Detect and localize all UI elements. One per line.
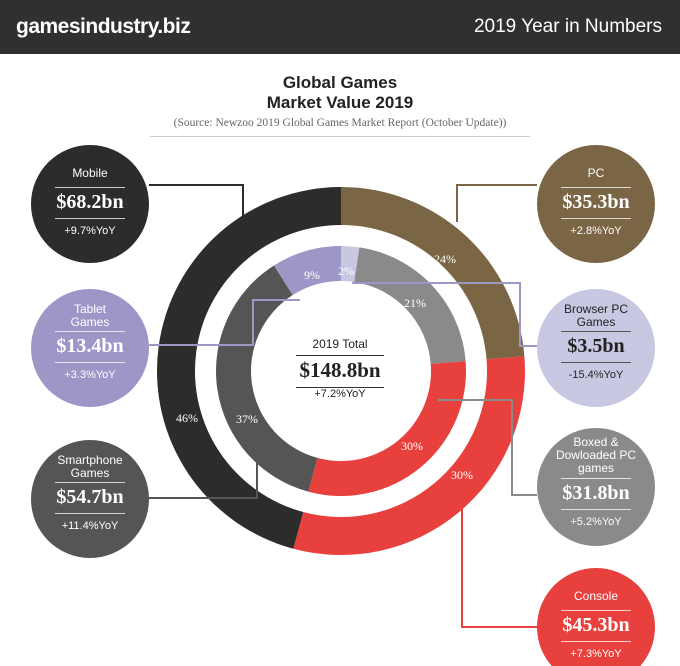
outer-slice-console [293,356,525,555]
bubble-pc-value: $35.3bn [562,191,630,213]
bubble-smartphone-yoy: +11.4%YoY [61,520,119,532]
header-title: 2019 Year in Numbers [473,16,662,37]
bubble-pc: PC $35.3bn +2.8%YoY [537,145,655,263]
pct-label-mobile: 46% [176,411,198,425]
connector-lines [149,184,537,628]
bubble-mobile: Mobile $68.2bn +9.7%YoY [31,145,149,263]
pct-label-tablet: 9% [304,268,320,282]
source-divider [150,136,530,137]
connector-tablet [149,299,300,346]
inner-ring [216,246,466,496]
bubble-browser-yoy: -15.4%YoY [568,369,624,381]
bubble-smartphone-name: Smartphone Games [57,453,123,480]
bubble-tablet-yoy: +3.3%YoY [64,369,116,381]
bubble-browser: Browser PC Games $3.5bn -15.4%YoY [537,289,655,407]
outer-slice-pc [341,187,525,360]
center-total-label: 2019 Total [312,337,368,351]
inner-slice-console [308,361,466,496]
bubble-pc-name: PC [587,166,605,180]
outer-slice-mobile [157,187,341,549]
bubble-browser-name: Browser PC Games [563,302,628,329]
bubble-pc-yoy: +2.8%YoY [570,225,622,237]
pct-label-pc: 24% [434,252,456,266]
center-divider-top [296,355,384,356]
bubble-browser-value: $3.5bn [567,335,625,357]
connector-browser [352,282,537,347]
bubble-console-value: $45.3bn [562,614,630,636]
bubble-boxed-name: Boxed & Dowloaded PC games [555,435,637,475]
bubble-tablet-name: Tablet Games [70,302,110,329]
header-bar: gamesindustry.biz 2019 Year in Numbers [0,0,680,54]
pct-label-boxed: 21% [404,296,426,310]
bubble-tablet-value: $13.4bn [56,335,124,357]
inner-slice-tablet-games [273,246,341,296]
bubble-smartphone-value: $54.7bn [56,486,124,508]
pct-label-console-outer: 30% [451,468,473,482]
outer-ring [157,187,525,555]
bubble-boxed: Boxed & Dowloaded PC games $31.8bn +5.2%… [537,428,655,546]
bubble-console-yoy: +7.3%YoY [570,648,622,660]
bubble-mobile-yoy: +9.7%YoY [64,225,116,237]
pct-label-console-inner: 30% [401,439,423,453]
bubble-mobile-name: Mobile [72,166,108,180]
chart-title-line-2: Market Value 2019 [266,93,414,112]
bubble-boxed-value: $31.8bn [562,482,630,504]
bubble-boxed-yoy: +5.2%YoY [570,516,622,528]
pct-label-smartphone: 37% [236,412,258,426]
bubble-smartphone: Smartphone Games $54.7bn +11.4%YoY [31,440,149,558]
chart-title-line-1: Global Games [282,73,398,92]
bubble-mobile-value: $68.2bn [56,191,124,213]
center-divider-bottom [296,387,384,388]
connector-boxed [438,399,537,496]
center-total-yoy: +7.2%YoY [314,388,366,400]
bubble-console: Console $45.3bn +7.3%YoY [537,568,655,666]
inner-slice-smartphone-games [216,265,318,492]
connector-pc [456,184,537,222]
connector-smartphone [149,420,258,499]
bubble-console-name: Console [573,589,619,603]
connector-console [461,508,537,628]
inner-slice-browser-pc-games [341,246,360,282]
center-total-value: $148.8bn [299,358,381,382]
bubble-tablet: Tablet Games $13.4bn +3.3%YoY [31,289,149,407]
chart-source: (Source: Newzoo 2019 Global Games Market… [173,117,507,129]
center-total: 2019 Total $148.8bn +7.2%YoY [280,337,400,400]
site-logo[interactable]: gamesindustry.biz [16,15,191,38]
pct-label-browser: 2% [338,264,354,278]
inner-slice-boxed-dowloaded-pc-games [354,247,466,364]
connector-mobile [149,184,244,222]
